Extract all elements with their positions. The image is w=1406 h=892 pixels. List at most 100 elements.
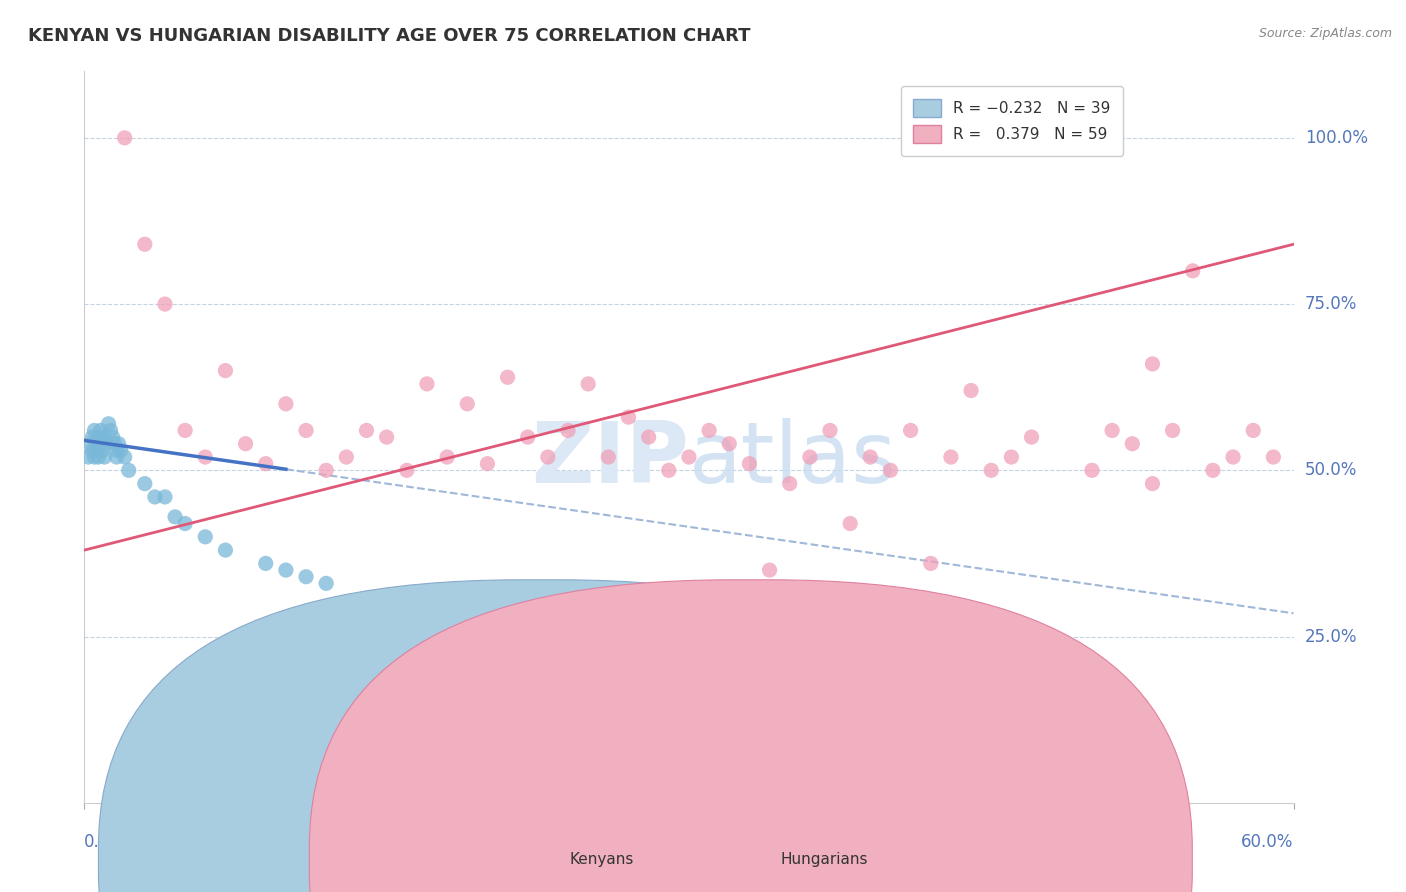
Point: [939, 450, 962, 464]
Point: [174, 424, 197, 438]
Point: [87, 430, 110, 444]
Point: [86, 436, 108, 450]
Point: [356, 603, 378, 617]
Point: [165, 509, 187, 524]
Point: [105, 443, 128, 458]
Legend: R = −0.232   N = 39, R =   0.379   N = 59: R = −0.232 N = 39, R = 0.379 N = 59: [901, 87, 1122, 156]
Point: [1263, 450, 1285, 464]
Point: [658, 463, 681, 477]
Point: [143, 490, 166, 504]
Point: [91, 443, 114, 458]
Point: [496, 370, 519, 384]
Point: [980, 463, 1002, 477]
Point: [1142, 476, 1164, 491]
Point: [557, 424, 579, 438]
Text: ZIP: ZIP: [531, 417, 689, 500]
Point: [315, 576, 337, 591]
Point: [214, 363, 236, 377]
Point: [87, 450, 110, 464]
Point: [295, 570, 318, 584]
Point: [779, 476, 801, 491]
Point: [174, 516, 197, 531]
Text: atlas: atlas: [689, 417, 897, 500]
Point: [315, 463, 337, 477]
Point: [295, 424, 318, 438]
Y-axis label: Disability Age Over 75: Disability Age Over 75: [0, 351, 7, 523]
Point: [118, 463, 141, 477]
Point: [1241, 424, 1264, 438]
Point: [1040, 676, 1063, 690]
Point: [416, 376, 439, 391]
Text: Hungarians: Hungarians: [780, 853, 868, 867]
Point: [436, 450, 458, 464]
Point: [86, 443, 108, 458]
Point: [375, 430, 398, 444]
Point: [214, 543, 236, 558]
Point: [82, 443, 104, 458]
Point: [1181, 264, 1204, 278]
Point: [235, 436, 257, 450]
Point: [1000, 450, 1022, 464]
Point: [104, 436, 127, 450]
Point: [274, 397, 297, 411]
Point: [920, 557, 942, 571]
Point: [93, 430, 115, 444]
Point: [100, 424, 122, 438]
Point: [83, 450, 105, 464]
Point: [818, 424, 841, 438]
Point: [153, 297, 176, 311]
Point: [194, 450, 217, 464]
Point: [799, 450, 821, 464]
Point: [96, 436, 118, 450]
Point: [718, 436, 741, 450]
Text: 0.0%: 0.0%: [84, 833, 127, 851]
Point: [738, 457, 761, 471]
Text: 25.0%: 25.0%: [1305, 628, 1357, 646]
Point: [859, 450, 882, 464]
Point: [83, 424, 105, 438]
Point: [77, 450, 100, 464]
Text: Kenyans: Kenyans: [569, 853, 634, 867]
Point: [1081, 463, 1104, 477]
Point: [516, 430, 538, 444]
Text: Source: ZipAtlas.com: Source: ZipAtlas.com: [1258, 27, 1392, 40]
Text: 75.0%: 75.0%: [1305, 295, 1357, 313]
Point: [1202, 463, 1225, 477]
Point: [758, 563, 780, 577]
Point: [576, 376, 599, 391]
Point: [134, 476, 156, 491]
Point: [900, 424, 922, 438]
Point: [960, 384, 983, 398]
Point: [107, 436, 129, 450]
Point: [274, 563, 297, 577]
Point: [598, 450, 620, 464]
Point: [114, 450, 136, 464]
Point: [697, 424, 720, 438]
Point: [254, 557, 277, 571]
Point: [456, 397, 478, 411]
Point: [254, 457, 277, 471]
Point: [477, 457, 499, 471]
Point: [356, 424, 378, 438]
Point: [678, 450, 700, 464]
Point: [153, 490, 176, 504]
Text: 100.0%: 100.0%: [1305, 128, 1368, 147]
Point: [194, 530, 217, 544]
Point: [89, 436, 111, 450]
Point: [1142, 357, 1164, 371]
Point: [617, 410, 640, 425]
Text: 60.0%: 60.0%: [1241, 833, 1294, 851]
Point: [1060, 703, 1083, 717]
Point: [97, 417, 120, 431]
Point: [82, 430, 104, 444]
Point: [879, 463, 901, 477]
Point: [134, 237, 156, 252]
Point: [105, 450, 128, 464]
Point: [335, 450, 357, 464]
Text: 50.0%: 50.0%: [1305, 461, 1357, 479]
Point: [537, 450, 560, 464]
Text: KENYAN VS HUNGARIAN DISABILITY AGE OVER 75 CORRELATION CHART: KENYAN VS HUNGARIAN DISABILITY AGE OVER …: [28, 27, 751, 45]
Point: [1222, 450, 1244, 464]
Point: [89, 424, 111, 438]
Point: [101, 430, 124, 444]
